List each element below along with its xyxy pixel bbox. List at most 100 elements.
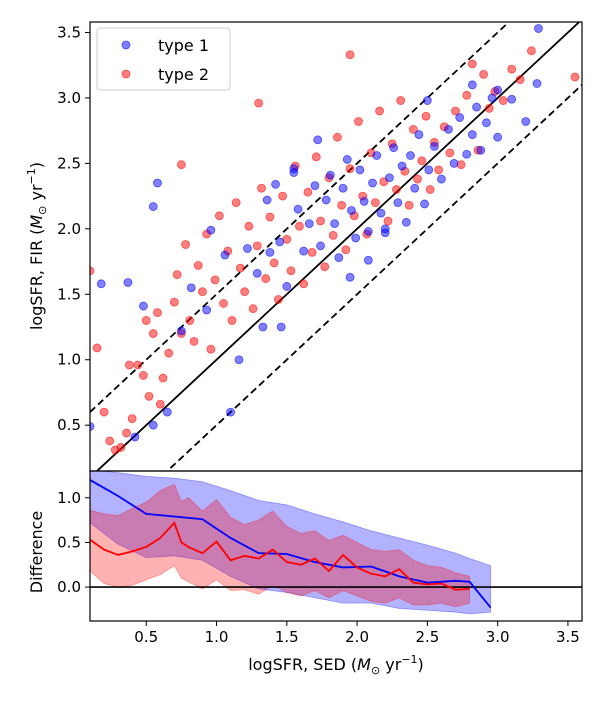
point-type-2 [295,221,304,231]
point-type-2 [337,200,347,210]
point-type-2 [185,316,195,325]
bottom-panel: 0.0 0.5 1.0 0.5 1.0 1.5 2.0 2.5 3.0 3.5 Differen… [27,470,583,677]
point-type-1 [437,174,446,184]
point-type-1 [444,124,453,134]
point-type-1 [304,219,314,228]
point-type-1 [376,208,386,218]
point-type-1 [493,85,503,95]
x-tick-label: 1.0 [205,628,229,646]
point-type-1 [153,178,162,188]
point-type-1 [532,79,542,88]
point-type-1 [258,322,268,332]
point-type-2 [219,299,228,308]
point-type-1 [275,237,285,247]
point-type-1 [342,155,352,164]
offset-dashed-line-2 [165,84,582,471]
point-type-2 [278,191,287,201]
point-type-1 [162,407,172,417]
x-tick-label: 2.5 [415,628,439,646]
point-type-2 [303,187,313,197]
top-y-tick-label: 1.0 [57,351,81,369]
point-type-1 [424,165,434,175]
mean-line-type-2 [90,521,470,591]
point-type-2 [392,185,401,194]
top-y-tick-label: 3.0 [57,89,81,107]
point-type-1 [406,151,415,160]
point-type-2 [498,96,508,105]
point-type-2 [345,164,355,174]
point-type-2 [333,132,342,142]
top-y-tick-label: 0.5 [57,416,81,434]
bottom-y-tick-label: 0.0 [57,578,81,596]
point-type-1 [338,183,348,193]
point-type-1 [90,422,95,431]
point-type-2 [133,360,143,370]
band-type-1 [90,471,492,615]
x-tick-label: 1.5 [275,628,299,646]
point-type-2 [417,156,427,166]
point-type-2 [155,399,165,409]
top-reference-lines [90,22,582,471]
point-type-1 [372,151,382,160]
point-type-1 [462,149,472,159]
point-type-1 [449,158,459,168]
point-type-1 [487,93,497,103]
point-type-2 [404,200,414,210]
point-type-1 [455,113,465,122]
point-type-1 [385,173,394,183]
point-type-1 [226,407,235,417]
point-type-2 [316,216,325,226]
point-type-1 [393,198,403,208]
point-type-2 [451,106,460,116]
bottom-y-ticks: 0.0 0.5 1.0 [57,489,90,596]
legend: type 1 type 2 [96,27,231,91]
point-type-1 [420,199,429,209]
point-type-1 [289,168,299,177]
point-type-2 [176,160,186,170]
point-type-2 [421,111,431,121]
point-type-2 [341,245,351,255]
point-type-2 [240,287,250,297]
x-tick-label: 2.0 [345,628,369,646]
point-type-2 [434,165,444,175]
point-type-2 [193,261,203,270]
point-type-1 [380,224,390,234]
point-type-2 [158,373,168,383]
point-type-2 [231,198,241,208]
point-type-2 [252,241,262,251]
top-panel: 0.5 1.0 1.5 2.0 2.5 3.0 3.5 logSFR, FIR (M⊙ yr… [25,21,583,472]
offset-dashed-line-1 [90,22,511,413]
top-scatter [90,24,580,455]
one-to-one-line [95,22,581,471]
point-type-1 [422,96,432,105]
point-type-1 [507,94,517,104]
point-type-1 [476,145,486,155]
point-type-1 [363,227,373,236]
point-type-2 [286,266,296,276]
point-type-1 [176,326,186,336]
mean-line-type-1 [90,479,492,609]
point-type-2 [90,266,95,276]
point-type-2 [164,348,174,358]
point-type-1 [493,132,503,142]
point-type-1 [467,130,477,139]
point-type-2 [144,391,154,401]
point-type-1 [299,246,309,256]
point-type-1 [368,178,377,188]
point-type-2 [122,428,131,438]
point-type-1 [472,102,481,112]
point-type-2 [507,64,517,74]
bottom-y-tick-label: 1.0 [57,489,81,507]
point-type-1 [334,253,344,263]
point-type-2 [92,343,102,353]
point-type-2 [320,262,330,272]
point-type-1 [401,217,411,227]
point-type-1 [271,179,280,189]
point-type-2 [307,247,317,257]
legend-label-type-2: type 2 [158,65,209,84]
point-type-2 [354,117,363,126]
point-type-1 [351,233,361,243]
point-type-1 [234,355,244,365]
point-type-1 [252,268,262,278]
top-y-ticks: 0.5 1.0 1.5 2.0 2.5 3.0 3.5 [57,23,90,434]
